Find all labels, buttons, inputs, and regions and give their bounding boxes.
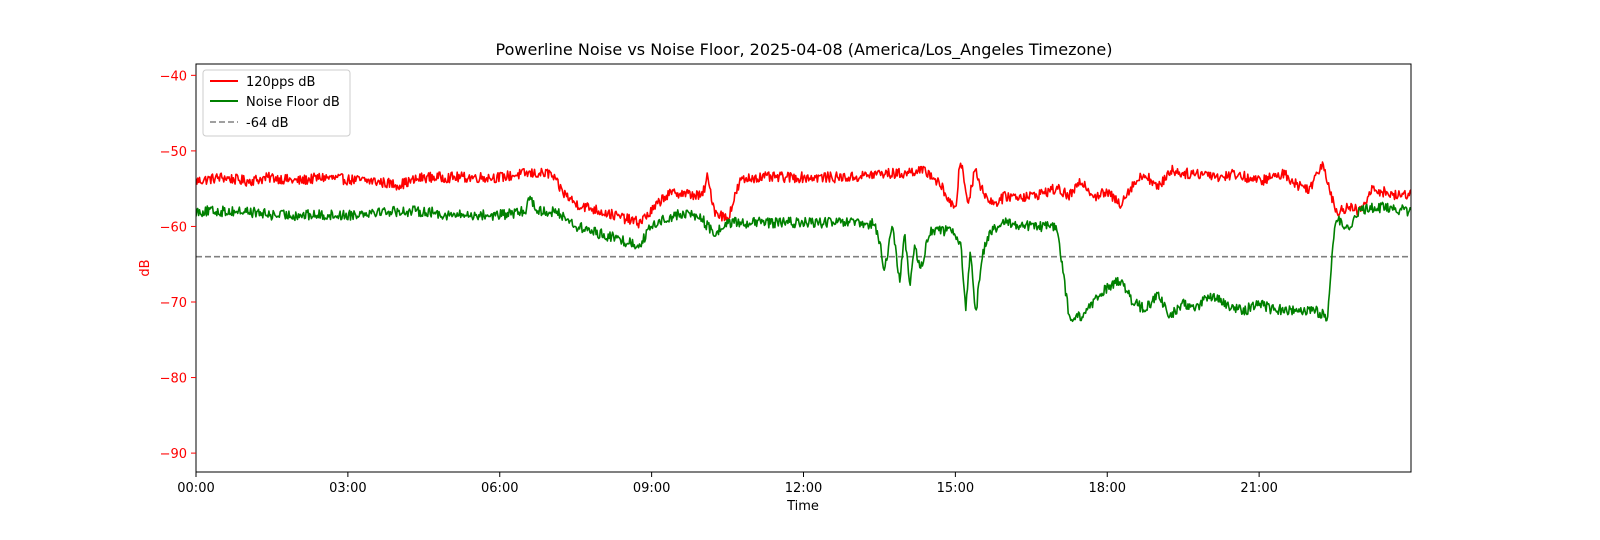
x-axis-label: Time	[786, 499, 819, 514]
y-axis: −40 −50 −60 −70 −80 −90	[160, 69, 196, 462]
y-tick-label: −60	[160, 220, 187, 235]
plot-frame	[195, 63, 1412, 473]
y-axis-label: dB	[138, 259, 153, 276]
x-tick-label: 00:00	[177, 481, 214, 496]
y-tick-label: −70	[160, 296, 187, 311]
x-tick-label: 09:00	[633, 481, 670, 496]
y-tick-label: −40	[160, 69, 187, 84]
x-tick-label: 12:00	[785, 481, 822, 496]
x-tick-label: 03:00	[329, 481, 366, 496]
x-axis: 00:00 03:00 06:00 09:00 12:00 15:00 18:00 21:00	[177, 472, 1278, 496]
y-tick-label: −80	[160, 372, 187, 387]
series-line-0	[196, 161, 1411, 229]
x-tick-label: 15:00	[937, 481, 974, 496]
y-tick-label: −50	[160, 145, 187, 160]
chart-title: Powerline Noise vs Noise Floor, 2025-04-…	[496, 40, 1113, 60]
x-tick-label: 21:00	[1240, 481, 1277, 496]
y-tick-label: −90	[160, 447, 187, 462]
legend-label-120pps: 120pps dB	[246, 75, 315, 90]
legend-box	[202, 69, 351, 137]
series-line-1	[196, 195, 1411, 323]
plot-area	[195, 63, 1412, 473]
x-tick-label: 06:00	[481, 481, 518, 496]
x-tick-label: 18:00	[1089, 481, 1126, 496]
legend-label-noise-floor: Noise Floor dB	[246, 95, 340, 110]
legend: 120pps dB Noise Floor dB -64 dB	[202, 69, 351, 137]
legend-label-reference: -64 dB	[246, 116, 289, 131]
